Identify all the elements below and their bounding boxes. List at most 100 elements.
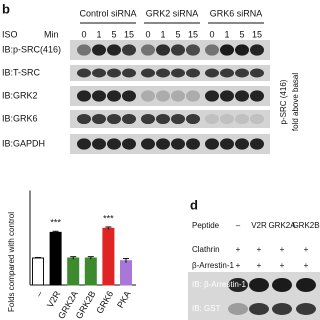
condition-label: β-Arrestin-1 [192,261,234,270]
blot-band [92,90,106,102]
blot-band [171,138,185,150]
blot-band [249,278,269,292]
blot-band [228,303,248,315]
side-axis-label: fold above basal [291,73,300,131]
blot-band [122,90,136,102]
blot-band [249,303,269,315]
x-tick-label: PKA [115,289,133,310]
blot-band [296,278,316,292]
blot-band [220,138,234,150]
blot-band [156,44,170,56]
blot-band [186,113,200,125]
blot-band [77,68,91,78]
condition-mark: + [304,245,309,254]
time-header: Min [44,29,59,39]
blot-band [107,113,121,125]
blot-band [205,44,219,56]
bar [67,257,80,286]
peptide-header: Peptide [192,221,220,230]
blot-band [141,90,155,102]
time-label: 1 [96,29,101,39]
blot-band [235,68,249,78]
time-label: 0 [209,29,214,39]
blot-band [171,113,185,125]
blot-band [186,90,200,102]
peptide-label: GRK2B [292,221,319,230]
blot-label: IB:GRK6 [2,113,38,123]
blot-label: IB: GST [192,304,221,313]
blot-band [122,68,136,78]
blot-label: IB: β-Arrestin-1 [192,280,246,289]
blot-band [186,68,200,78]
blot-band [205,113,219,125]
y-axis-label: Folds compared with control [7,212,16,312]
blot-band [220,113,234,125]
blot-label: IB:T-SRC [2,67,41,77]
time-label: 0 [145,29,150,39]
blot-band [272,278,292,292]
condition-mark: + [257,261,262,270]
blot-band [141,138,155,150]
blot-band [220,44,234,56]
condition-mark: + [236,245,241,254]
blot-band [77,138,91,150]
blot-band [171,90,185,102]
blot-band [92,44,106,56]
blot-band [171,44,185,56]
time-label: 0 [81,29,86,39]
bar [120,260,132,286]
x-tick-label: V2R [45,289,63,310]
blot-band [296,303,316,315]
condition-mark: + [304,261,309,270]
peptide-label: GRK2A [268,221,296,230]
time-label: 15 [188,29,198,39]
blot-background [70,86,270,106]
blot-band [107,138,121,150]
blot-band [92,68,106,78]
blot-band [141,113,155,125]
blot-band [77,44,91,56]
bar [102,227,115,286]
blot-band [235,138,249,150]
significance-label: *** [103,213,114,223]
row-header: ISO [2,29,18,39]
blot-band [235,90,249,102]
blot-band [171,68,185,78]
condition-mark: + [257,245,262,254]
time-label: 5 [239,29,244,39]
blot-band [92,138,106,150]
blot-label: IB:GAPDH [2,138,45,148]
time-label: 15 [124,29,134,39]
condition-mark: + [280,245,285,254]
x-tick-label: GRK6 [94,289,115,315]
blot-band [235,44,249,56]
blot-band [250,90,264,102]
blot-band [186,44,200,56]
blot-band [250,113,264,125]
blot-band [220,68,234,78]
blot-band [250,44,264,56]
blot-band [141,44,155,56]
blot-band [122,138,136,150]
blot-band [141,68,155,78]
blot-label: IB:GRK2 [2,90,38,100]
time-label: 5 [111,29,116,39]
panel-label: d [190,197,198,212]
group-label: GRK6 siRNA [210,8,263,18]
group-label: Control siRNA [79,8,136,18]
bar [32,257,44,286]
blot-band [156,113,170,125]
blot-band [205,68,219,78]
blot-band [235,113,249,125]
blot-band [92,113,106,125]
blot-band [205,90,219,102]
condition-mark: + [280,261,285,270]
group-label: GRK2 siRNA [146,8,199,18]
time-label: 1 [160,29,165,39]
blot-band [107,68,121,78]
blot-band [122,44,136,56]
bar [84,257,97,286]
blot-band [220,90,234,102]
blot-band [186,138,200,150]
